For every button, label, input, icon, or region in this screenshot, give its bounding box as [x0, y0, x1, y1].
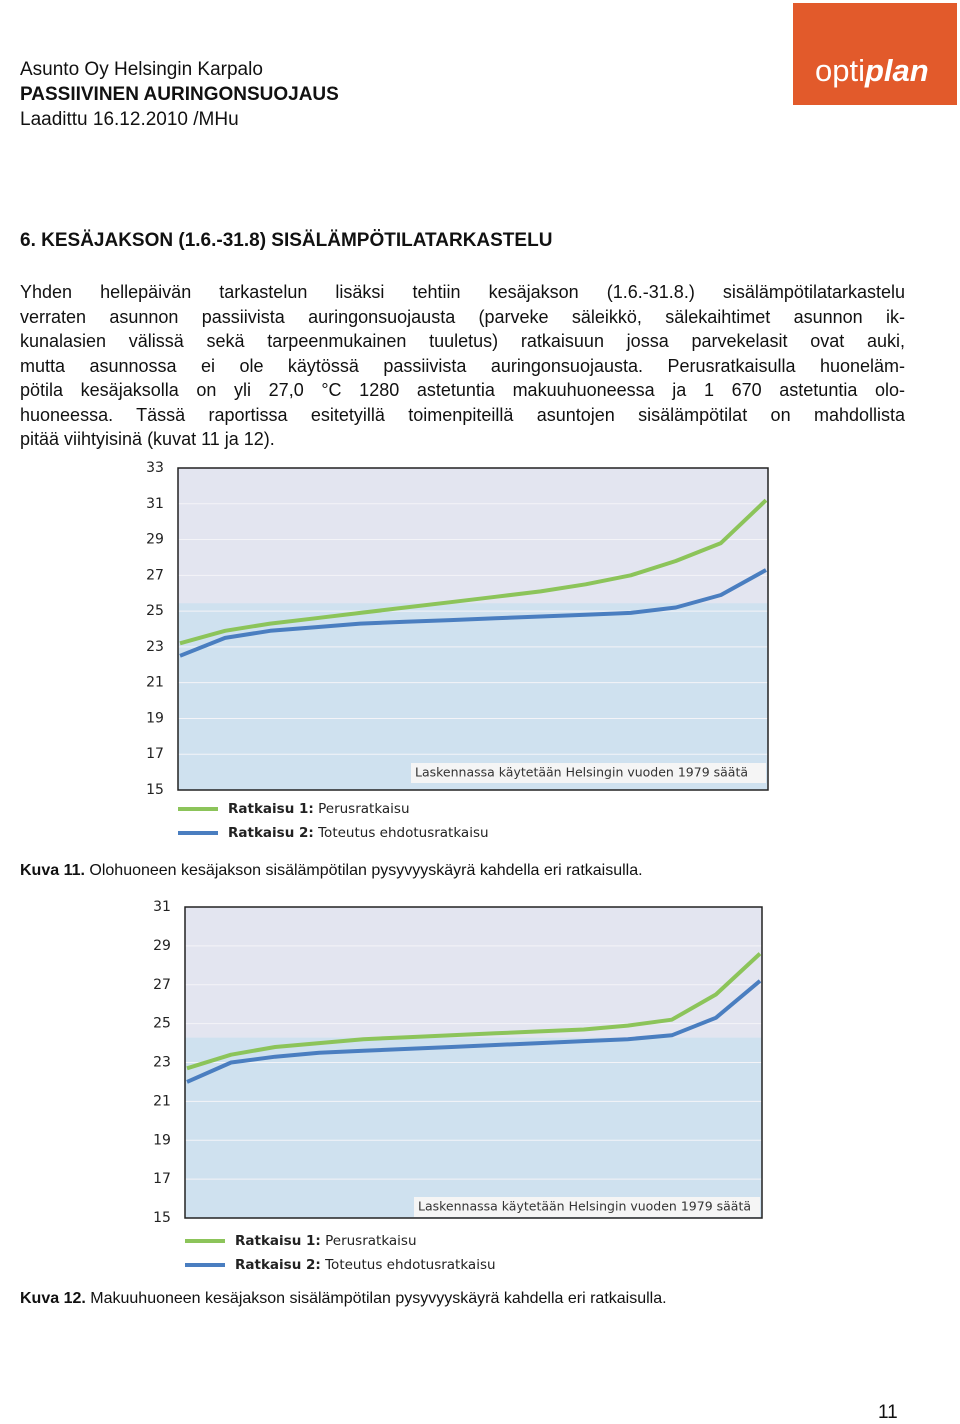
legend-description: Perusratkaisu [325, 1233, 416, 1249]
header-line: Laadittu 16.12.2010 /MHu [20, 109, 239, 130]
legend-description: Toteutus ehdotusratkaisu [324, 1257, 495, 1273]
data-line [179, 568, 767, 658]
annotation-box [414, 1197, 760, 1217]
plot-frame [177, 467, 769, 791]
y-tick-label: 17 [153, 1171, 171, 1187]
y-tick-label: 25 [153, 1016, 171, 1032]
y-tick-label: 23 [146, 639, 164, 655]
plot-band [178, 603, 768, 790]
header-line: PASSIIVINEN AURINGONSUOJAUS [20, 84, 339, 105]
paragraph-line: huoneessa. Tässä raportissa esitetyillä … [20, 404, 905, 425]
y-tick-label: 25 [146, 603, 164, 619]
y-tick-label: 27 [146, 567, 164, 583]
y-tick-label: 21 [146, 675, 164, 691]
y-tick-label: 15 [153, 1210, 171, 1226]
y-tick-label: 29 [153, 938, 171, 954]
annotation: Laskennassa käytetään Helsingin vuoden 1… [418, 1199, 751, 1214]
y-tick-label: 21 [153, 1093, 171, 1109]
legend-entry: Ratkaisu 1: Perusratkaisu [235, 1233, 417, 1249]
page-number: 11 [878, 1402, 898, 1423]
caption: Kuva 12. Makuuhuoneen kesäjakson sisäläm… [20, 1290, 667, 1308]
y-tick-label: 31 [146, 496, 164, 512]
caption-text: Olohuoneen kesäjakson sisälämpötilan pys… [89, 862, 643, 879]
y-tick-label: 31 [153, 899, 171, 915]
legend-name: Ratkaisu 2: [228, 825, 314, 841]
logo-text: opti [815, 53, 865, 88]
paragraph-line: pötila kesäjaksolla on yli 27,0 °C 1280 … [20, 380, 905, 400]
legend-name: Ratkaisu 2: [235, 1257, 321, 1273]
legend-description: Perusratkaisu [318, 801, 409, 817]
header-line: Asunto Oy Helsingin Karpalo [20, 59, 263, 80]
y-tick-label: 33 [146, 460, 164, 476]
paragraph-line: Yhden hellepäivän tarkastelun lisäksi te… [20, 282, 905, 302]
y-tick-label: 15 [146, 782, 164, 798]
data-line [179, 498, 768, 646]
paragraph-line: kunalasien välissä sekä tarpeenmukainen … [20, 331, 905, 351]
caption-label: Kuva 11. [20, 862, 85, 879]
y-tick-label: 23 [153, 1055, 171, 1071]
logo: optiplan [793, 3, 957, 105]
paragraph-line: pitää viihtyisinä (kuvat 11 ja 12). [20, 429, 275, 449]
legend-entry: Ratkaisu 1: Perusratkaisu [228, 801, 410, 817]
annotation-box [411, 763, 766, 783]
paragraph-line: mutta asunnossa ei ole käytössä passiivi… [20, 355, 905, 376]
legend-name: Ratkaisu 1: [228, 801, 314, 817]
paragraph-line: verraten asunnon passiivista auringonsuo… [20, 306, 905, 327]
section-heading: 6. KESÄJAKSON (1.6.-31.8) SISÄLÄMPÖTILAT… [20, 230, 553, 251]
legend-name: Ratkaisu 1: [235, 1233, 321, 1249]
y-tick-label: 19 [153, 1132, 171, 1148]
legend-entry: Ratkaisu 2: Toteutus ehdotusratkaisu [228, 825, 489, 841]
y-tick-label: 29 [146, 532, 164, 548]
data-line [186, 979, 762, 1084]
logo-text: plan [864, 53, 929, 88]
caption-text: Makuuhuoneen kesäjakson sisälämpötilan p… [90, 1290, 667, 1307]
legend-description: Toteutus ehdotusratkaisu [317, 825, 488, 841]
y-tick-label: 19 [146, 710, 164, 726]
paragraph: Yhden hellepäivän tarkastelun lisäksi te… [20, 280, 905, 452]
caption-label: Kuva 12. [20, 1290, 86, 1307]
plot-band [185, 1037, 762, 1218]
caption: Kuva 11. Olohuoneen kesäjakson sisälämpö… [20, 862, 643, 880]
annotation: Laskennassa käytetään Helsingin vuoden 1… [415, 765, 748, 780]
y-tick-label: 17 [146, 746, 164, 762]
plot-frame [184, 906, 763, 1219]
data-line [186, 952, 762, 1071]
y-tick-label: 27 [153, 977, 171, 993]
legend-entry: Ratkaisu 2: Toteutus ehdotusratkaisu [235, 1257, 496, 1273]
